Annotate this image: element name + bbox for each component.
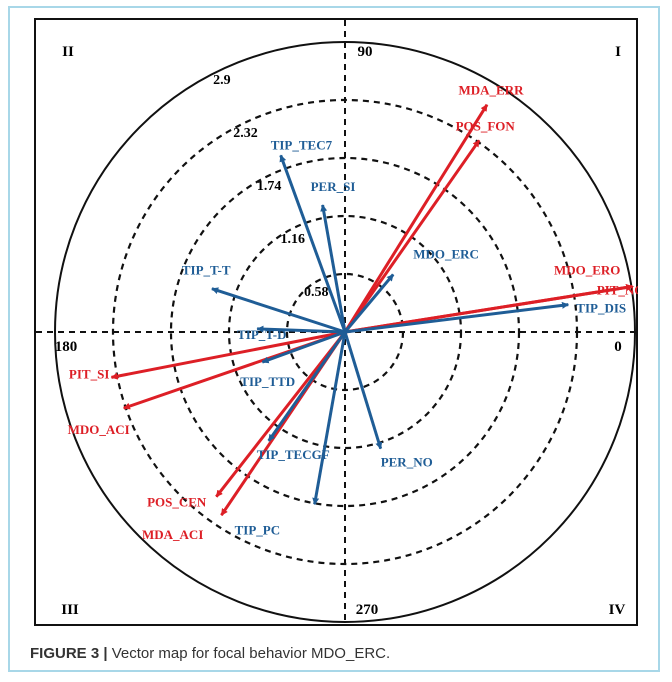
radius-label: 2.9 — [213, 73, 231, 88]
vector-tip-t-d — [256, 325, 346, 334]
angle-label-270: 270 — [356, 602, 379, 618]
vector-tip-tec7 — [279, 154, 347, 333]
quadrant-label-1: I — [615, 44, 621, 60]
vector-label-tip-pc: TIP_PC — [235, 522, 281, 537]
radius-label: 1.74 — [257, 179, 282, 194]
angle-label-180: 180 — [55, 339, 78, 355]
vector-label-mda-aci: MDA_ACI — [142, 527, 203, 542]
quadrant-label-2: II — [62, 44, 74, 60]
polar-vector-plot: MDA_ERR POS_FON MDO_ERO PIT_NO PIT_SI MDO_ACI… — [34, 18, 638, 626]
vector-label-mdo-ero: MDO_ERO — [554, 263, 620, 278]
vector-label-pit-no: PIT_NO — [597, 283, 638, 298]
vector-label-tip-ttd: TIP_TTD — [240, 374, 295, 389]
vector-label-per-si: PER_SI — [311, 179, 356, 194]
plot-border — [34, 18, 638, 626]
vector-tip-dis — [344, 301, 569, 334]
figure-caption: FIGURE 3 | Vector map for focal behavior… — [30, 645, 660, 662]
caption-text: Vector map for focal behavior MDO_ERC. — [107, 645, 391, 662]
vector-pos-fon — [343, 139, 481, 333]
vector-pit-si — [110, 330, 346, 380]
vector-tip-ttd — [261, 330, 346, 364]
vector-label-mdo-erc: MDO_ERC — [413, 247, 479, 262]
radius-label: 0.58 — [304, 285, 329, 300]
vector-label-tip-t-d: TIP_T-D — [237, 327, 286, 342]
caption-label: FIGURE 3 | — [30, 645, 108, 662]
vector-mdo-erc — [343, 273, 395, 333]
quadrant-label-3: III — [61, 602, 79, 618]
quadrant-label-4: IV — [609, 602, 626, 618]
vector-label-pos-fon: POS_FON — [456, 118, 516, 133]
vector-label-tip-tec7: TIP_TEC7 — [271, 137, 333, 152]
vector-label-per-no: PER_NO — [381, 455, 433, 470]
radius-label: 1.16 — [280, 232, 305, 247]
vector-tip-pc — [312, 331, 347, 505]
angle-label-0: 0 — [614, 339, 622, 355]
vector-label-pit-si: PIT_SI — [69, 366, 109, 381]
vector-label-pos-cen: POS_CEN — [147, 495, 207, 510]
vector-label-tip-t-t: TIP_T-T — [182, 263, 231, 278]
vector-mda-err — [343, 103, 489, 333]
vector-pit-no — [344, 284, 634, 334]
vector-per-no — [343, 331, 383, 450]
vector-label-mdo-aci: MDO_ACI — [68, 422, 130, 437]
vector-label-mda-err: MDA_ERR — [459, 83, 525, 98]
vector-tip-t-t — [211, 287, 346, 334]
vector-tip-tecgf — [267, 331, 347, 442]
angle-label-90: 90 — [358, 44, 373, 60]
vector-per-si — [320, 204, 347, 333]
radius-label: 2.32 — [233, 126, 258, 141]
vector-pos-cen — [215, 331, 347, 498]
figure-frame: MDA_ERR POS_FON MDO_ERO PIT_NO PIT_SI MDO_ACI… — [8, 6, 660, 672]
vector-label-tip-dis: TIP_DIS — [576, 301, 626, 316]
vector-label-tip-tecgf: TIP_TECGF — [257, 447, 330, 462]
